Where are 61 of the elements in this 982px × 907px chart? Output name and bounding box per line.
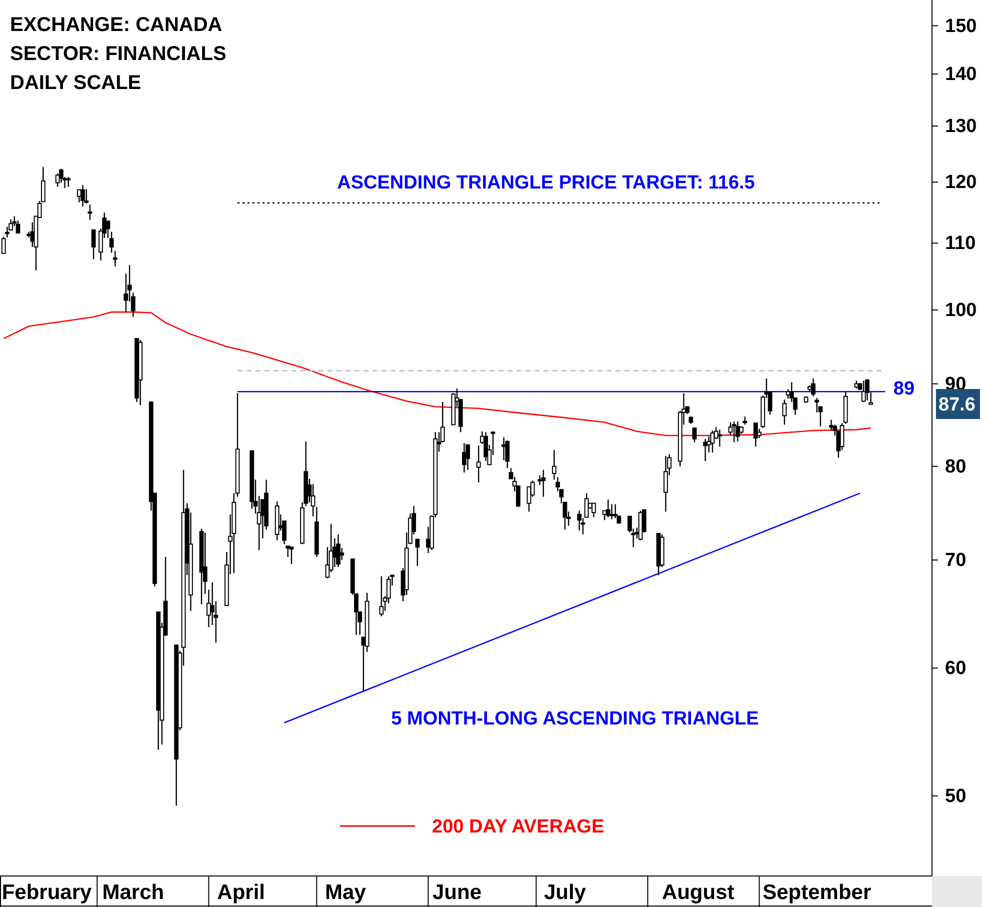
candlestick — [462, 442, 466, 474]
candlestick — [786, 388, 790, 400]
x-tick-label: April — [217, 881, 266, 904]
candlestick — [286, 546, 290, 558]
annotation: 5 MONTH-LONG ASCENDING TRIANGLE — [391, 708, 759, 730]
candlestick — [106, 220, 110, 239]
candlestick — [112, 250, 118, 268]
x-tick-label: May — [325, 881, 366, 904]
x-tick-label: February — [2, 881, 92, 904]
y-tick-label: 110 — [945, 233, 976, 254]
candlestick — [753, 422, 758, 448]
x-tick-label: July — [544, 881, 586, 904]
x-tick-label: August — [662, 881, 734, 904]
candlestick — [562, 502, 568, 530]
legend-label: 200 DAY AVERAGE — [432, 816, 604, 838]
candlestick — [840, 422, 844, 451]
candlestick — [415, 538, 420, 567]
annotation: DAILY SCALE — [10, 72, 142, 94]
candlestick — [592, 502, 596, 518]
y-tick-label: 150 — [945, 16, 977, 37]
y-tick-label: 60 — [945, 658, 966, 680]
annotation: EXCHANGE: CANADA — [10, 14, 222, 36]
candlestick — [577, 510, 582, 532]
x-tick-label: September — [762, 881, 872, 904]
candlestick — [732, 420, 736, 443]
candlestick — [664, 455, 668, 512]
candlestick — [476, 445, 481, 483]
candlestick — [865, 378, 870, 401]
candlestick — [379, 576, 384, 617]
y-tick-label: 130 — [945, 116, 977, 138]
candlestick — [814, 397, 820, 414]
y-tick-label: 120 — [945, 172, 977, 194]
candlestick — [692, 427, 697, 443]
candlestick — [606, 498, 610, 518]
text: 87.6 — [938, 394, 976, 416]
y-tick-label: 50 — [945, 786, 966, 807]
y-tick-label: 80 — [945, 456, 966, 478]
candlestick — [782, 398, 787, 426]
candlestick — [584, 492, 589, 518]
candlestick — [861, 380, 866, 403]
annotation: SECTOR: FINANCIALS — [10, 43, 226, 65]
candlestick — [340, 547, 344, 561]
candlestick — [829, 419, 834, 432]
candlestick — [735, 420, 740, 442]
x-tick-label: March — [102, 881, 164, 904]
candlestick — [466, 444, 470, 470]
y-tick-label: 100 — [945, 300, 977, 322]
candlestick — [336, 534, 340, 568]
annotation: ASCENDING TRIANGLE PRICE TARGET: 116.5 — [337, 172, 756, 194]
candlestick — [811, 378, 816, 397]
y-tick-label: 70 — [945, 550, 966, 572]
annotation: 89 — [893, 378, 915, 400]
candlestick — [109, 231, 114, 254]
candlestick — [484, 432, 488, 462]
candlestick — [505, 440, 510, 469]
candlestick — [541, 469, 546, 498]
candlestick — [552, 449, 556, 480]
y-tick-label: 140 — [945, 64, 977, 86]
x-tick-label: June — [432, 881, 482, 904]
candlestick — [717, 429, 722, 448]
candlestick — [289, 546, 294, 565]
